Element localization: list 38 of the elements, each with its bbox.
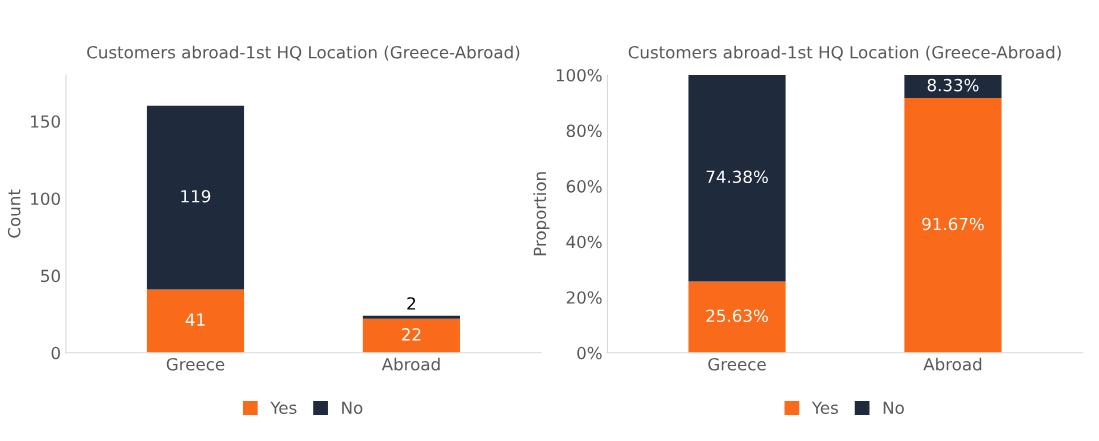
y-tick-label: 100 [31, 192, 60, 206]
y-axis-title: Count [7, 189, 21, 238]
y-tick-label: 150 [31, 115, 60, 128]
y-axis-title: Proportion [533, 172, 550, 256]
bar [362, 315, 460, 319]
y-tick-label: 0 [51, 346, 60, 360]
data-label: 119 [181, 189, 211, 203]
bar [904, 98, 1002, 353]
y-tick-label: 80% [566, 124, 602, 138]
bar [146, 105, 245, 290]
data-label: 8.33% [927, 78, 979, 92]
bar [904, 74, 1002, 99]
data-label: 25.63% [706, 309, 768, 323]
y-tick-label: 60% [566, 180, 602, 193]
legend-label: Yes [270, 401, 297, 415]
x-tick-label: Abroad [381, 357, 440, 371]
x-tick-label: Greece [708, 357, 766, 371]
legend-label: No [342, 401, 363, 415]
legend-label: Yes [811, 401, 838, 415]
chart-title: Customers abroad-1st HQ Location (Greece-Abroad) [87, 45, 520, 61]
y-tick-label: 20% [566, 291, 602, 304]
data-label: 2 [407, 297, 416, 310]
legend-label: No [883, 401, 904, 415]
bar [688, 74, 786, 282]
data-label: 41 [185, 313, 205, 326]
y-tick-label: 100% [556, 68, 602, 82]
bar [362, 318, 460, 353]
y-tick-label: 40% [566, 235, 602, 249]
data-label: 91.67% [922, 217, 984, 231]
chart-title: Customers abroad-1st HQ Location (Greece-Abroad) [628, 45, 1061, 61]
data-label: 74.38% [706, 170, 768, 184]
bar [688, 281, 786, 353]
bar [146, 289, 245, 353]
y-tick-label: 0% [577, 346, 602, 360]
data-label: 22 [402, 328, 421, 341]
y-tick-label: 50 [41, 269, 60, 283]
x-tick-label: Greece [166, 357, 225, 371]
x-tick-label: Abroad [923, 357, 982, 371]
